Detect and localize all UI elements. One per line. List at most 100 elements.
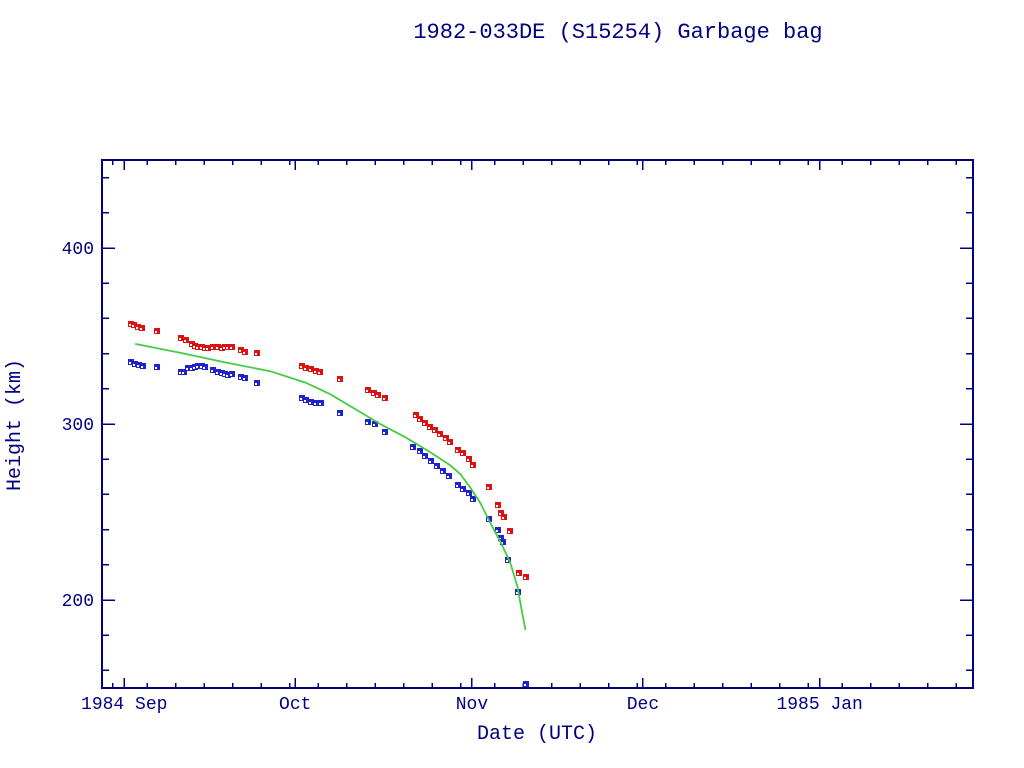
blue-squares-point-notch [423,456,425,458]
x-tick-label: Nov [456,695,489,715]
x-tick-label: Dec [627,695,659,715]
blue-squares-point-notch [319,403,321,405]
x-axis-label: Date (UTC) [477,723,597,746]
x-tick-label: 1984 Sep [81,695,167,715]
red-squares-point-notch [226,347,228,349]
blue-squares-point-notch [216,372,218,374]
red-squares-point-notch [338,379,340,381]
red-squares-point-notch [366,390,368,392]
red-squares-point-notch [309,369,311,371]
plot-frame [101,159,974,689]
blue-squares-point-notch [447,476,449,478]
red-squares-point-notch [423,423,425,425]
blue-squares-point-notch [179,372,181,374]
blue-squares-point-notch [411,447,413,449]
axis-tick-labels: 1984 Sep Oct Nov Dec 1985 Jan 200 300 400 [62,240,863,715]
red-squares-point-notch [418,419,420,421]
blue-squares-point-notch [418,451,420,453]
blue-squares-point-notch [456,485,458,487]
blue-squares-point-notch [366,422,368,424]
red-squares-point-notch [461,453,463,455]
blue-squares-point-notch [133,364,135,366]
blue-squares-point-notch [196,366,198,368]
axis-ticks [102,160,973,688]
red-squares-point-notch [508,531,510,533]
red-squares-point-notch [179,338,181,340]
red-squares-point-notch [448,442,450,444]
blue-squares-point-notch [314,403,316,405]
blue-squares-point-notch [182,372,184,374]
blue-squares-point-notch [200,366,202,368]
plot-border [101,159,974,689]
red-squares-point-notch [524,577,526,579]
red-squares-point-notch [438,434,440,436]
blue-squares-point-notch [141,366,143,368]
blue-squares-point-notch [129,362,131,364]
blue-squares-point-notch [137,365,139,367]
red-squares-point-notch [216,347,218,349]
red-squares-point-notch [239,350,241,352]
red-squares-point-notch [471,465,473,467]
red-squares-point-notch [318,372,320,374]
green-curve [134,343,527,631]
red-squares-point-notch [203,348,205,350]
blue-squares-point-notch [501,542,503,544]
red-squares-point-notch [467,459,469,461]
blue-squares-point-notch [467,493,469,495]
red-squares-point-notch [243,352,245,354]
red-squares-point-notch [129,324,131,326]
blue-squares-point-notch [300,398,302,400]
red-squares-point-notch [414,415,416,417]
red-squares-point-notch [444,438,446,440]
red-squares-point-notch [136,327,138,329]
blue-squares-point-notch [338,413,340,415]
red-squares-point-notch [517,573,519,575]
y-axis-label: Height (km) [4,359,27,491]
blue-squares-point-notch [383,432,385,434]
red-squares-point-notch [206,348,208,350]
blue-squares-group [128,359,529,687]
red-squares-point-notch [190,344,192,346]
red-squares-point-notch [304,368,306,370]
blue-squares-point-notch [239,377,241,379]
red-squares-point-notch [132,325,134,327]
blue-squares-point-notch [255,383,257,385]
blue-squares-point-notch [226,375,228,377]
blue-squares-point-notch [496,530,498,532]
blue-squares-point-notch [203,367,205,369]
blue-squares-point-notch [230,374,232,376]
red-squares-point-notch [300,366,302,368]
red-squares-point-notch [200,347,202,349]
blue-squares-point-notch [190,368,192,370]
blue-squares-point-notch [186,368,188,370]
red-squares-point-notch [499,513,501,515]
chart-title: 1982-033DE (S15254) Garbage bag [413,20,822,45]
red-squares-point-notch [184,340,186,342]
blue-squares-point-notch [243,378,245,380]
red-squares-point-notch [196,347,198,349]
x-tick-label: Oct [279,695,311,715]
x-tick-label: 1985 Jan [776,695,862,715]
blue-squares-point-notch [506,560,508,562]
blue-squares-point-notch [441,471,443,473]
red-squares-point-notch [433,430,435,432]
blue-squares-point-notch [435,466,437,468]
y-tick-label: 200 [62,592,94,612]
blue-squares-point-notch [461,489,463,491]
red-squares-point-notch [314,371,316,373]
blue-squares-point-notch [373,424,375,426]
red-squares-point-notch [193,346,195,348]
data-series [128,321,529,687]
blue-squares-point-notch [524,684,526,686]
blue-squares-point-notch [304,400,306,402]
red-squares-point-notch [230,347,232,349]
blue-squares-point-notch [220,373,222,375]
red-squares-point-notch [383,398,385,400]
red-squares-point-notch [428,427,430,429]
red-squares-point-notch [372,393,374,395]
y-tick-label: 300 [62,416,94,436]
red-squares-group [128,321,529,580]
blue-squares-point-notch [429,461,431,463]
red-squares-point-notch [502,517,504,519]
